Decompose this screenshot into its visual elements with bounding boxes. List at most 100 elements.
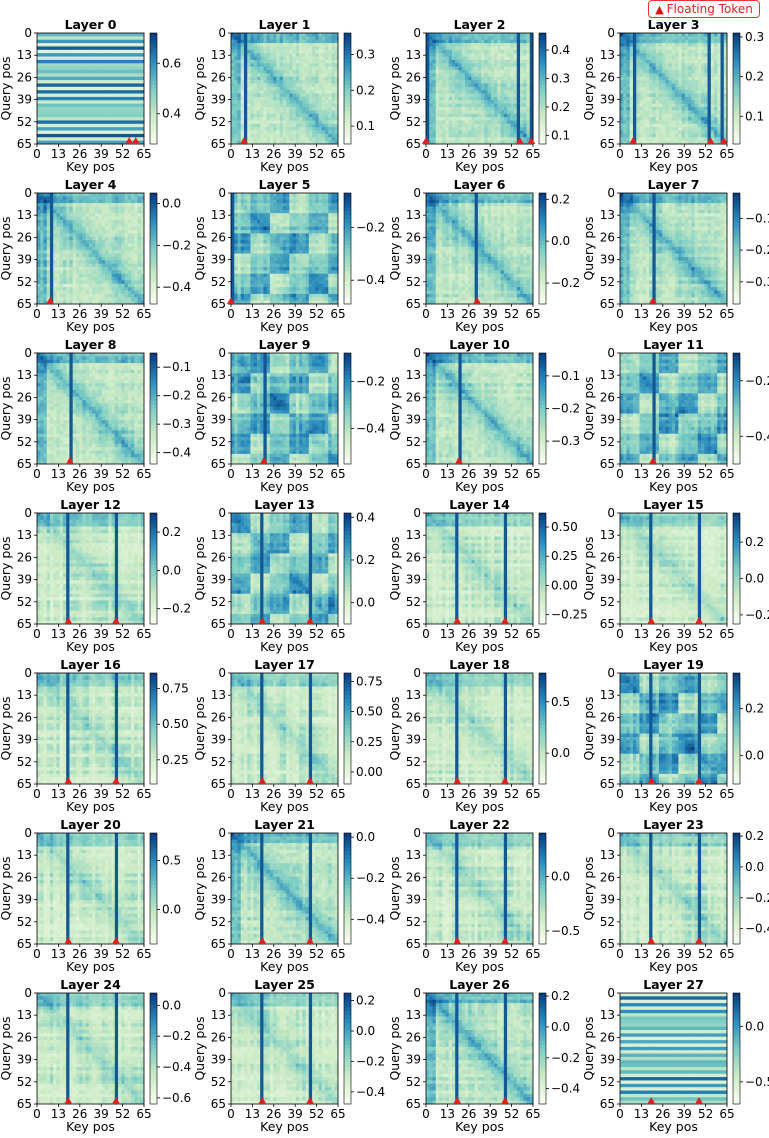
heatmap-cell [37,83,41,87]
heatmap-cell [99,46,103,50]
heatmap-cell [121,100,125,104]
heatmap-cell [134,60,138,64]
heatmap-cell [125,46,129,50]
heatmap-cell [50,43,54,47]
heatmap-cell [125,100,129,104]
heatmap-cell [128,50,132,54]
heatmap-cell [115,117,119,121]
heatmap-cell [43,83,47,87]
heatmap-cell [128,57,132,61]
heatmap-cell [99,57,103,61]
heatmap-cell [95,83,99,87]
colorbar-segment [150,52,157,56]
heatmap-cell [118,57,122,61]
heatmap-cell [125,94,129,98]
heatmap-cell [125,53,129,57]
heatmap-cell [125,104,129,108]
heatmap-cell [283,33,287,37]
heatmap-cell [60,131,64,135]
heatmap-cell [102,60,106,64]
heatmap-cell [37,114,41,118]
heatmap-cell [82,97,86,101]
heatmap-cell [73,57,77,61]
heatmap-cell [105,107,109,111]
heatmap-cell [50,40,54,44]
heatmap-cell [82,40,86,44]
heatmap-cell [125,70,129,74]
heatmap-cell [79,114,83,118]
heatmap-cell [138,120,142,124]
heatmap-cell [50,83,54,87]
heatmap-cell [121,33,125,37]
heatmap-cell [134,73,138,77]
heatmap-cell [53,83,57,87]
heatmap-cell [118,90,122,94]
heatmap-cell [102,110,106,114]
heatmap-cell [121,73,125,77]
heatmap-cell [63,40,67,44]
heatmap-cell [60,137,64,141]
heatmap-cell [66,120,70,124]
heatmap-cell [60,43,64,47]
heatmap-cell [40,137,44,141]
heatmap-cell [76,80,80,84]
heatmap-cell [95,33,99,37]
heatmap-cell [40,73,44,77]
heatmap-cell [86,50,90,54]
colorbar-segment [150,92,157,96]
heatmap-cell [112,131,116,135]
heatmap-cell [56,40,60,44]
heatmap-cell [108,60,112,64]
heatmap-cell [79,73,83,77]
heatmap-cell [118,114,122,118]
heatmap-cell [131,36,135,40]
heatmap-cell [37,100,41,104]
heatmap-cell [125,80,129,84]
colorbar-tick-label: 0.6 [162,56,181,70]
heatmap-cell [60,67,64,71]
heatmap-cell [47,110,51,114]
heatmap-cell [66,60,70,64]
heatmap-cell [125,67,129,71]
heatmap-cell [128,94,132,98]
heatmap-cell [92,87,96,91]
heatmap-cell [134,57,138,61]
heatmap-cell [53,114,57,118]
heatmap-cell [73,104,77,108]
heatmap-cell [47,94,51,98]
heatmap-cell [131,117,135,121]
heatmap-cell [92,70,96,74]
heatmap-cell [112,137,116,141]
heatmap-cell [134,94,138,98]
heatmap-cell [254,40,258,44]
heatmap-cell [95,60,99,64]
heatmap-cell [66,83,70,87]
heatmap-cell [115,110,119,114]
heatmap-cell [105,134,109,138]
heatmap-cell [50,134,54,138]
heatmap-cell [273,36,277,40]
heatmap-cell [40,40,44,44]
heatmap-cell [43,80,47,84]
heatmap-cell [66,43,70,47]
heatmap-cell [92,80,96,84]
heatmap-cell [105,77,109,81]
heatmap-cell [244,33,248,37]
heatmap-cell [76,97,80,101]
heatmap-cell [121,107,125,111]
heatmap-cell [115,70,119,74]
heatmap-cell [47,124,51,128]
heatmap-cell [99,67,103,71]
heatmap-cell [121,127,125,131]
heatmap-cell [92,33,96,37]
heatmap-cell [63,57,67,61]
heatmap-cell [134,43,138,47]
heatmap-cell [99,131,103,135]
heatmap-cell [79,67,83,71]
heatmap-cell [309,36,313,40]
heatmap-cell [47,134,51,138]
heatmap-cell [47,87,51,91]
heatmap-cell [50,137,54,141]
heatmap-cell [95,53,99,57]
heatmap-cell [37,97,41,101]
